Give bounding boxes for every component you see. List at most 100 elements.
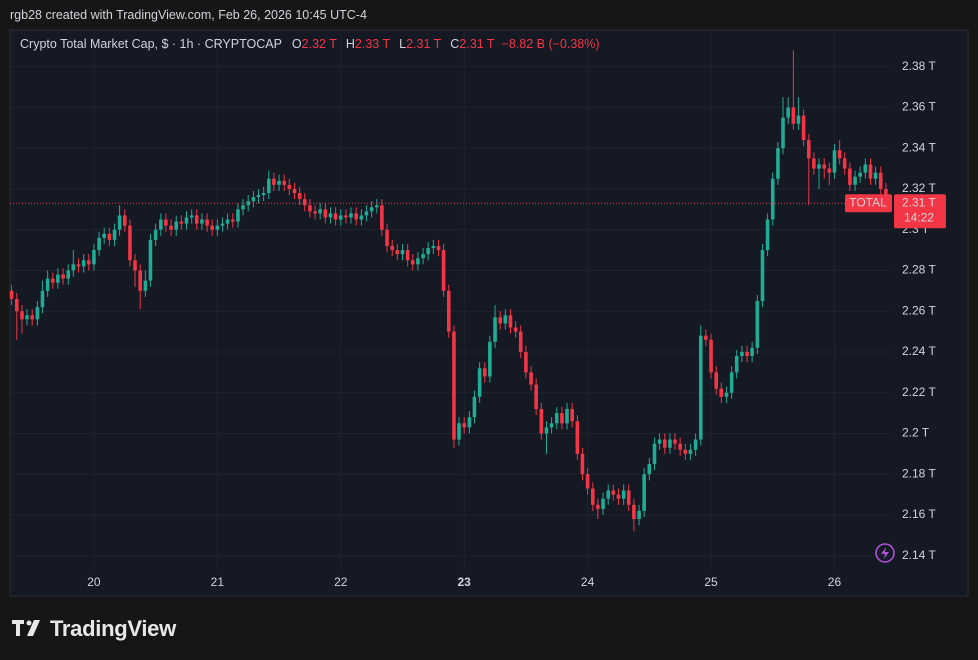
candle-body xyxy=(585,474,590,489)
candle-body xyxy=(184,217,189,224)
candle-body xyxy=(462,423,466,428)
candle-body xyxy=(333,213,338,220)
legend-change: −8.82 B (−0.38%) xyxy=(501,37,600,51)
candle-body xyxy=(878,172,883,189)
candle-body xyxy=(200,219,204,224)
candle-body xyxy=(51,278,55,283)
candle-body xyxy=(76,264,81,267)
candle-body xyxy=(446,290,451,332)
candle-body xyxy=(189,215,194,218)
candle-body xyxy=(148,239,153,281)
candle-body xyxy=(539,409,544,434)
candle-body xyxy=(740,351,744,357)
candle-body xyxy=(698,335,703,440)
x-tick-label: 25 xyxy=(704,575,718,589)
candle-body xyxy=(796,115,801,124)
logo-t xyxy=(12,620,24,636)
candle-body xyxy=(220,223,225,226)
candle-body xyxy=(282,180,287,185)
candle-body xyxy=(704,335,708,340)
y-tick-label: 2.28 T xyxy=(902,263,936,277)
candle-body xyxy=(683,449,688,454)
logo-dot xyxy=(26,620,32,626)
price-tag: 2.31 T xyxy=(902,195,936,209)
candle-body xyxy=(637,510,641,520)
candle-body xyxy=(287,184,292,189)
candle-body xyxy=(858,172,862,177)
candle-body xyxy=(86,260,91,265)
candle-body xyxy=(570,409,574,422)
candle-body xyxy=(745,351,749,357)
candle-body xyxy=(534,384,538,410)
candle-body xyxy=(436,246,441,251)
candle-body xyxy=(426,248,430,255)
candle-body xyxy=(107,233,112,240)
candle-body xyxy=(364,211,369,216)
candle-body xyxy=(441,250,446,291)
candle-body xyxy=(385,229,389,246)
candle-body xyxy=(601,498,605,509)
candle-body xyxy=(786,107,790,118)
candle-body xyxy=(673,439,677,444)
y-tick-label: 2.18 T xyxy=(902,466,936,480)
candle-body xyxy=(452,331,456,440)
candle-body xyxy=(868,164,873,179)
candle-body xyxy=(457,423,461,440)
candle-body xyxy=(837,150,842,159)
series-tag-bg xyxy=(845,194,892,213)
y-tick-label: 2.2 T xyxy=(902,426,930,440)
candle-body xyxy=(400,250,405,255)
y-tick-label: 2.38 T xyxy=(902,59,936,73)
candle-body xyxy=(174,221,179,230)
candle-body xyxy=(241,205,245,210)
candle-body xyxy=(827,168,832,173)
candle-body xyxy=(791,107,796,124)
candle-body xyxy=(25,315,29,320)
candle-body xyxy=(467,417,472,428)
candle-body xyxy=(30,315,35,320)
candle-body xyxy=(323,209,328,218)
candle-body xyxy=(246,201,251,206)
candle-body xyxy=(688,449,693,454)
candle-body xyxy=(45,278,50,291)
candle-body xyxy=(770,178,775,220)
candle-body xyxy=(781,117,785,149)
candle-body xyxy=(112,229,117,240)
candle-body xyxy=(483,368,487,377)
candle-body xyxy=(302,199,307,206)
axes: 2.14 T 2.16 T 2.18 T 2.2 T 2.22 T 2.24 T 2.26 … xyxy=(10,59,946,589)
candle-body xyxy=(565,409,569,424)
candle-body xyxy=(117,215,122,230)
x-tick-label: 21 xyxy=(211,575,225,589)
y-tick-label: 2.24 T xyxy=(902,344,936,358)
legend-value: 2.33 T xyxy=(354,37,391,51)
candle-body xyxy=(652,443,657,465)
candle-body xyxy=(344,215,348,218)
candle-body xyxy=(236,209,240,222)
candle-body xyxy=(714,372,719,389)
candle-body xyxy=(719,388,724,397)
candle-body xyxy=(765,219,770,251)
candle-body xyxy=(313,211,317,214)
candle-body xyxy=(812,158,816,169)
candle-body xyxy=(138,270,143,291)
candle-body xyxy=(554,413,559,424)
candle-body xyxy=(230,219,235,222)
legend-key: O xyxy=(291,37,302,51)
legend-value: 2.31 T xyxy=(459,37,495,51)
countdown: 14:22 xyxy=(904,210,934,224)
candle-body xyxy=(606,490,611,499)
x-tick-label: 26 xyxy=(828,575,842,589)
candle-body xyxy=(318,209,322,214)
x-tick-label: 24 xyxy=(581,575,595,589)
candle-body xyxy=(678,443,682,450)
candle-body xyxy=(842,158,847,169)
brand: TradingView xyxy=(50,616,176,641)
candle-body xyxy=(71,264,76,271)
candle-body xyxy=(524,351,528,373)
candle-body xyxy=(14,298,19,312)
candle-body xyxy=(853,176,857,185)
candle-body xyxy=(560,413,564,424)
grid xyxy=(10,30,890,570)
